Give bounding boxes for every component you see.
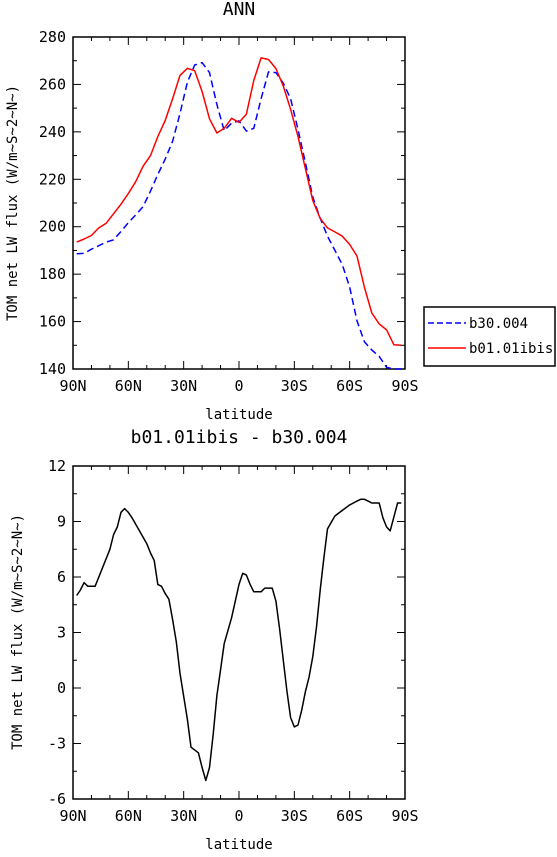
legend-label-b01-01ibis: b01.01ibis <box>469 341 553 357</box>
y-tick-label: 6 <box>57 568 66 586</box>
y-tick-label: 220 <box>39 170 66 188</box>
x-axis-label: latitude <box>205 407 272 423</box>
x-tick-label: 60N <box>115 377 142 395</box>
series-line-b30-004 <box>76 61 402 370</box>
x-tick-label: 0 <box>234 807 243 825</box>
panel-annual-mean: ANN 90N 60N 30N 0 30S 60S 90S 140 160 180 200 220 24… <box>5 0 556 423</box>
y-axis-label: TOM net LW flux (W/m~S~2~N~) <box>10 514 26 750</box>
plot-frame <box>72 36 406 370</box>
x-axis-label: latitude <box>205 837 272 852</box>
x-tick-label: 0 <box>234 377 243 395</box>
x-tick-label: 30N <box>170 377 197 395</box>
y-tick-label: 260 <box>39 75 66 93</box>
plot-frame <box>72 465 406 800</box>
x-tick-label: 90S <box>391 807 418 825</box>
y-tick-label: 0 <box>57 679 66 697</box>
x-tick-label: 30S <box>281 807 308 825</box>
legend-label-b30-004: b30.004 <box>469 316 528 332</box>
series-line-b01-01ibis <box>76 57 402 347</box>
chart-title: b01.01ibis - b30.004 <box>131 427 348 448</box>
legend-box <box>423 306 556 367</box>
y-tick-label: 9 <box>57 513 66 531</box>
y-tick-label: 3 <box>57 624 66 642</box>
x-tick-label: 60S <box>336 377 363 395</box>
x-tick-label: 30N <box>170 807 197 825</box>
x-tick-label: 30S <box>281 377 308 395</box>
legend: b30.004 b01.01ibis <box>423 306 556 367</box>
x-tick-label: 60N <box>115 807 142 825</box>
y-tick-label: 160 <box>39 313 66 331</box>
series-layer <box>76 57 402 370</box>
series-line-difference <box>76 498 402 782</box>
x-tick-label: 90S <box>391 377 418 395</box>
y-tick-label: 240 <box>39 123 66 141</box>
y-axis-label: TOM net LW flux (W/m~S~2~N~) <box>5 85 21 321</box>
y-tick-label: -3 <box>48 735 66 753</box>
panel-difference: b01.01ibis - b30.004 90N 60N 30N 0 30S 60S 90S… <box>10 427 419 853</box>
x-tick-label: 90N <box>59 377 86 395</box>
y-tick-label: -6 <box>48 790 66 808</box>
y-tick-label: 12 <box>48 457 66 475</box>
axis-ticks: 90N 60N 30N 0 30S 60S 90S -6 -3 0 3 6 9 12 <box>48 457 419 825</box>
y-tick-label: 280 <box>39 28 66 46</box>
x-tick-label: 90N <box>59 807 86 825</box>
y-tick-label: 140 <box>39 360 66 378</box>
y-tick-label: 180 <box>39 265 66 283</box>
series-layer <box>76 498 402 782</box>
x-tick-label: 60S <box>336 807 363 825</box>
y-tick-label: 200 <box>39 218 66 236</box>
chart-title: ANN <box>223 0 256 20</box>
axis-ticks: 90N 60N 30N 0 30S 60S 90S 140 160 180 200 220 240 260… <box>39 28 419 395</box>
